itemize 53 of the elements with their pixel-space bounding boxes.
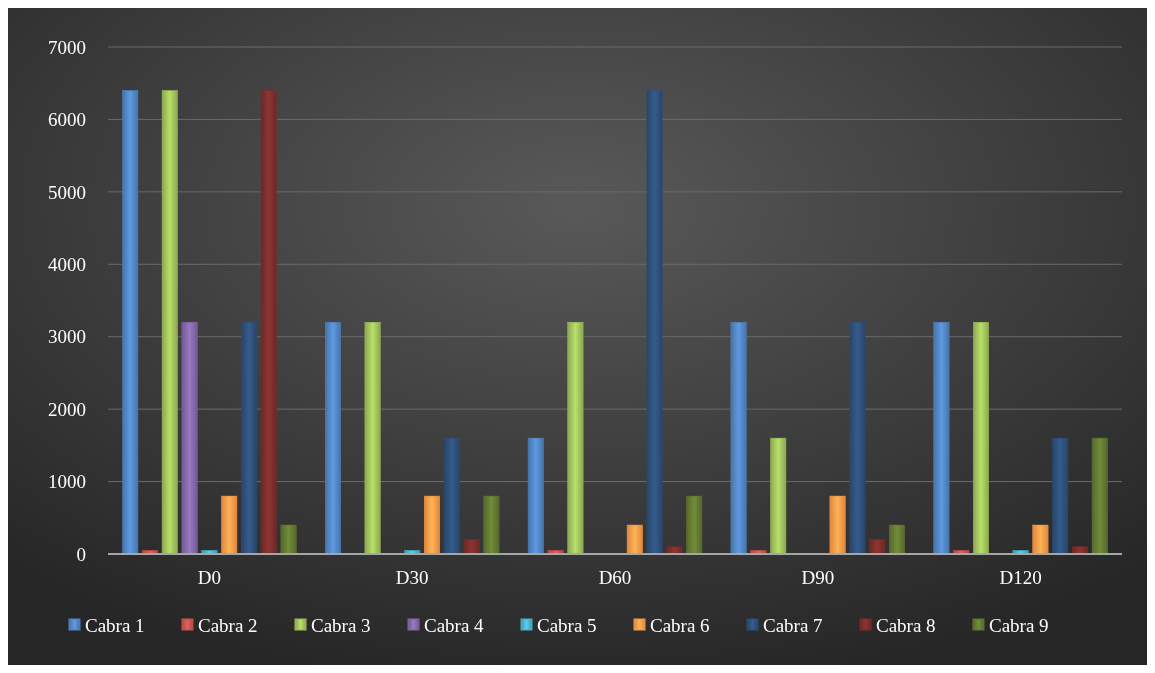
legend-label: Cabra 1 (85, 614, 145, 636)
bar (686, 495, 703, 555)
bar (973, 321, 989, 555)
y-tick-label: 2000 (48, 398, 86, 420)
bar (463, 539, 480, 555)
y-tick-label: 5000 (48, 181, 86, 203)
bar (626, 524, 643, 555)
x-tick-label: D30 (395, 567, 429, 588)
legend-label: Cabra 5 (537, 614, 597, 636)
bar (260, 90, 277, 555)
y-tick-label: 6000 (48, 109, 86, 131)
bar (770, 437, 787, 555)
x-tick-label: D90 (801, 567, 835, 588)
bar (280, 524, 297, 555)
y-tick-label: 3000 (48, 326, 86, 348)
legend-label: Cabra 7 (763, 614, 823, 636)
bar (666, 546, 683, 555)
x-tick-label: D0 (197, 567, 222, 588)
bar (181, 321, 198, 555)
legend-label: Cabra 6 (650, 614, 710, 636)
bar (364, 321, 381, 555)
bar (869, 539, 886, 555)
bar (325, 321, 341, 555)
bar (221, 495, 238, 555)
y-tick-label: 4000 (48, 253, 86, 275)
bar (1032, 524, 1049, 555)
bar (483, 495, 500, 555)
y-tick-label: 7000 (48, 36, 86, 58)
x-tick-label: D60 (598, 567, 632, 588)
bar (889, 524, 905, 555)
bar (646, 90, 663, 555)
y-tick-label: 1000 (48, 471, 86, 493)
legend-label: Cabra 8 (876, 614, 936, 636)
bar (527, 437, 544, 555)
bar (122, 90, 139, 555)
bar (730, 321, 747, 555)
bar (849, 321, 866, 555)
bar (1072, 546, 1088, 555)
x-tick-label: D120 (999, 567, 1042, 588)
bar (443, 437, 460, 555)
bar (161, 90, 178, 555)
bar (567, 321, 584, 555)
legend-label: Cabra 9 (989, 614, 1049, 636)
bar (424, 495, 440, 555)
legend-label: Cabra 3 (311, 614, 371, 636)
bar (829, 495, 846, 555)
y-tick-label: 0 (76, 543, 86, 565)
bar (1091, 437, 1108, 555)
bar (933, 321, 950, 555)
bar (241, 321, 257, 555)
bar (1052, 437, 1069, 555)
legend-label: Cabra 4 (424, 614, 485, 636)
legend-label: Cabra 2 (198, 614, 258, 636)
